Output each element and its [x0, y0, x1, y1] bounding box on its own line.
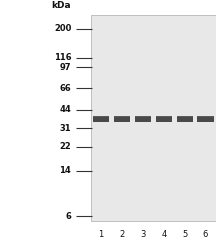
Text: 3: 3: [140, 230, 146, 239]
Bar: [114, 116, 130, 122]
Bar: [197, 116, 214, 117]
Bar: [93, 116, 109, 122]
Text: 6: 6: [203, 230, 208, 239]
Bar: [135, 116, 151, 122]
Text: 2: 2: [119, 230, 125, 239]
Bar: [176, 116, 193, 117]
Text: 66: 66: [60, 84, 71, 93]
Text: 1: 1: [98, 230, 104, 239]
Text: 22: 22: [60, 142, 71, 151]
Bar: [176, 116, 193, 122]
Bar: [197, 116, 214, 122]
Text: 31: 31: [60, 124, 71, 133]
Text: 14: 14: [60, 166, 71, 175]
Bar: [156, 116, 172, 122]
Bar: [114, 116, 130, 117]
Text: 200: 200: [54, 24, 71, 33]
Text: 44: 44: [60, 105, 71, 114]
Bar: [91, 15, 216, 221]
Text: 97: 97: [60, 63, 71, 72]
Bar: [93, 116, 109, 117]
Text: 116: 116: [54, 54, 71, 62]
Bar: [135, 116, 151, 117]
Bar: [156, 116, 172, 117]
Text: 5: 5: [182, 230, 187, 239]
Text: 6: 6: [65, 211, 71, 221]
Text: 4: 4: [161, 230, 166, 239]
Text: kDa: kDa: [52, 1, 71, 10]
